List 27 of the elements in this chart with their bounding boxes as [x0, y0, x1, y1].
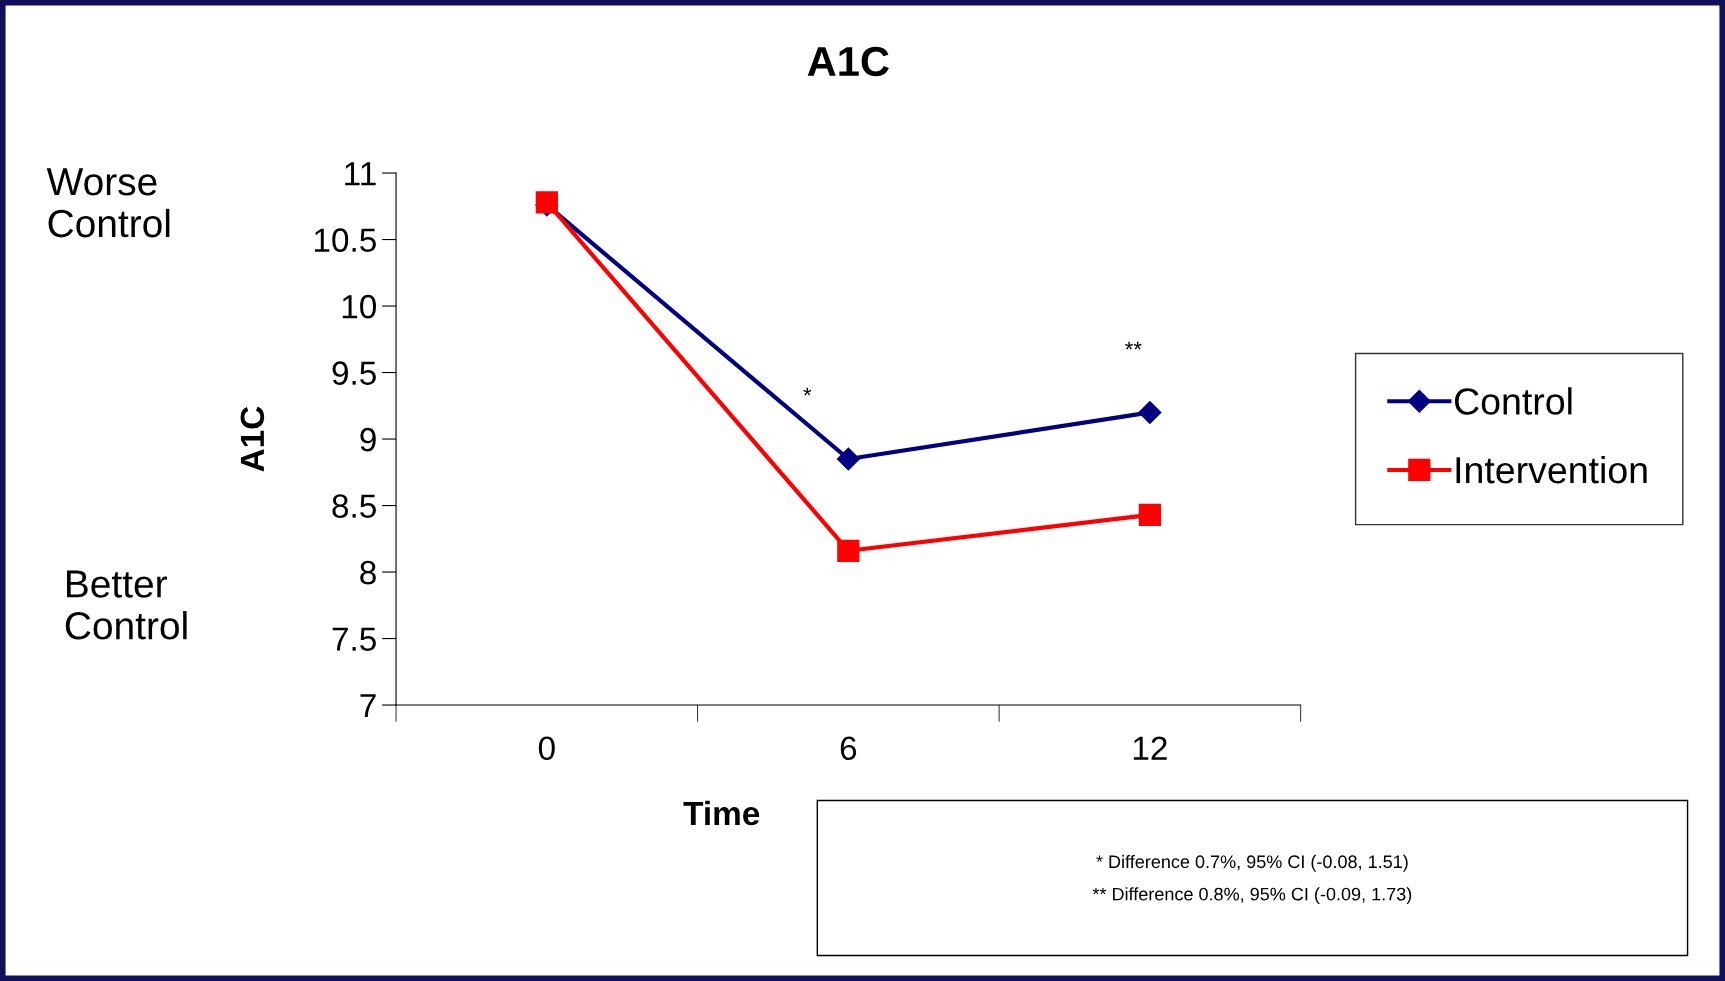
y-tick-label: 7 [360, 694, 376, 718]
y-tick-label: 10 [342, 294, 377, 319]
x-tick-label: 0 [538, 736, 555, 761]
annotation: ** [1125, 341, 1142, 350]
y-tick-label: 7.5 [332, 627, 376, 651]
point [837, 539, 860, 562]
y-tick-label: 9 [360, 427, 376, 452]
point [1138, 400, 1162, 424]
annotation: * [803, 387, 812, 396]
y-tick-label: 8.5 [332, 494, 376, 518]
x-tick-label: 6 [840, 736, 857, 761]
y-tick-label: 8 [360, 560, 376, 585]
chart-title: A1C [807, 46, 889, 77]
y-tick-label: 10.5 [314, 228, 376, 252]
y-tick-label: 9.5 [332, 361, 376, 385]
x-axis-title: Time [683, 800, 760, 826]
y-tick-label: 11 [345, 162, 376, 186]
text: Worse Control [46, 168, 170, 238]
x-tick-label: 12 [1133, 736, 1167, 760]
legend-label: Control [1454, 387, 1572, 415]
point [836, 447, 860, 471]
point [1138, 503, 1161, 526]
text: Better Control [65, 570, 187, 640]
text: * Difference 0.7%, 95% CI (-0.08, 1.51) [1096, 854, 1408, 872]
text: ** Difference 0.8%, 95% CI (-0.09, 1.73) [1092, 887, 1412, 905]
y-axis-title: A1C [240, 406, 265, 472]
legend-label: Intervention [1456, 455, 1647, 484]
